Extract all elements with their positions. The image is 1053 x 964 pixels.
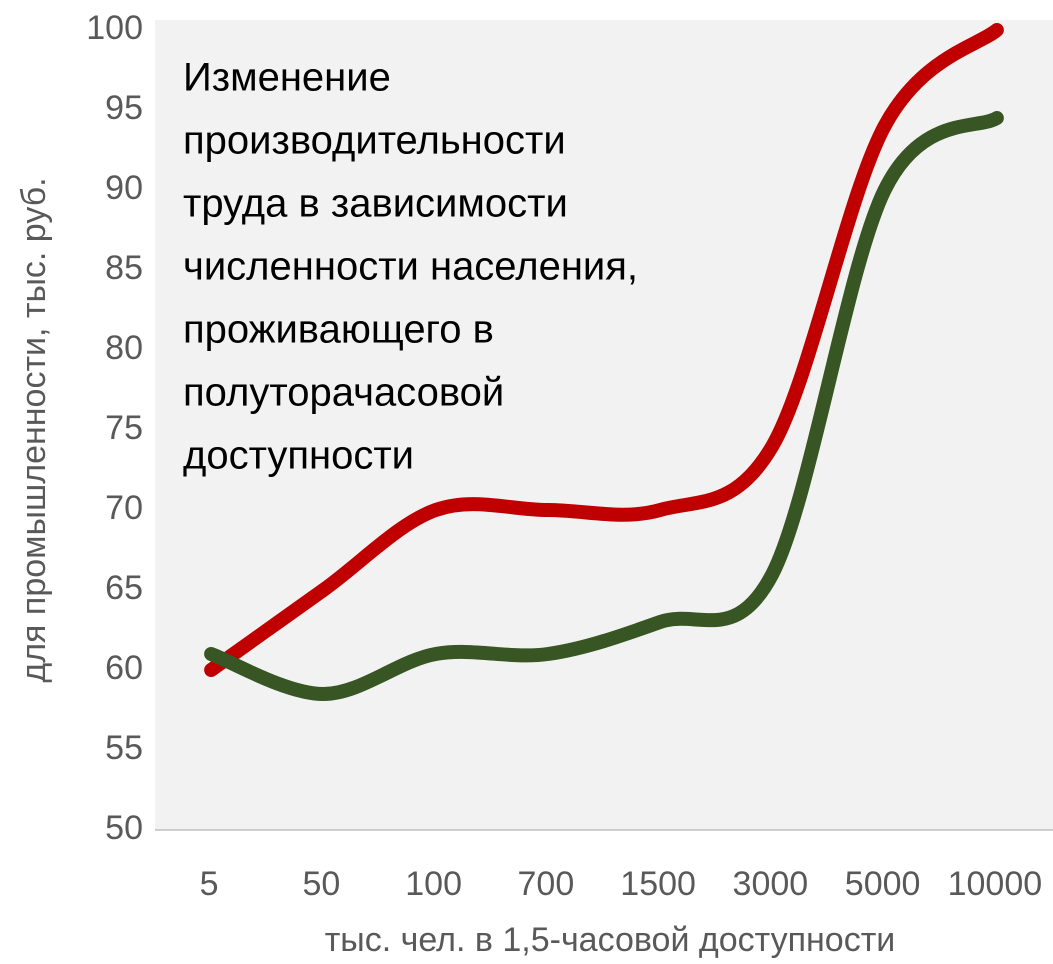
y-tick-label: 85 bbox=[105, 249, 143, 287]
x-tick-label: 700 bbox=[518, 865, 575, 903]
y-tick-label: 75 bbox=[105, 409, 143, 447]
y-tick-label: 95 bbox=[105, 89, 143, 127]
x-tick-label: 5000 bbox=[845, 865, 921, 903]
annotation: труда в зависимости bbox=[183, 182, 568, 226]
y-tick-label: 70 bbox=[105, 489, 143, 527]
y-tick-label: 65 bbox=[105, 569, 143, 607]
x-tick-label: 3000 bbox=[733, 865, 809, 903]
annotation: полуторачасовой bbox=[183, 371, 504, 415]
x-tick-label: 1500 bbox=[620, 865, 696, 903]
y-axis-label: для промышленности, тыс. руб. bbox=[15, 177, 53, 682]
y-tick-label: 90 bbox=[105, 169, 143, 207]
x-axis-label: тыс. чел. в 1,5-часовой доступности bbox=[325, 921, 896, 959]
annotation: Изменение bbox=[183, 56, 391, 100]
x-tick-label: 5 bbox=[200, 865, 219, 903]
y-tick-label: 80 bbox=[105, 329, 143, 367]
y-tick-label: 100 bbox=[86, 9, 143, 47]
line-series bbox=[204, 23, 1004, 677]
y-tick-label: 60 bbox=[105, 649, 143, 687]
y-tick-label: 50 bbox=[105, 809, 143, 847]
line-series bbox=[204, 111, 1004, 701]
y-tick-label: 55 bbox=[105, 729, 143, 767]
x-tick-label: 10000 bbox=[948, 865, 1043, 903]
x-tick-label: 100 bbox=[405, 865, 462, 903]
annotation: производительности bbox=[183, 119, 566, 163]
annotation: проживающего в bbox=[183, 308, 494, 352]
annotation: доступности bbox=[183, 434, 414, 478]
annotation: численности населения, bbox=[183, 245, 638, 289]
x-tick-label: 50 bbox=[302, 865, 340, 903]
